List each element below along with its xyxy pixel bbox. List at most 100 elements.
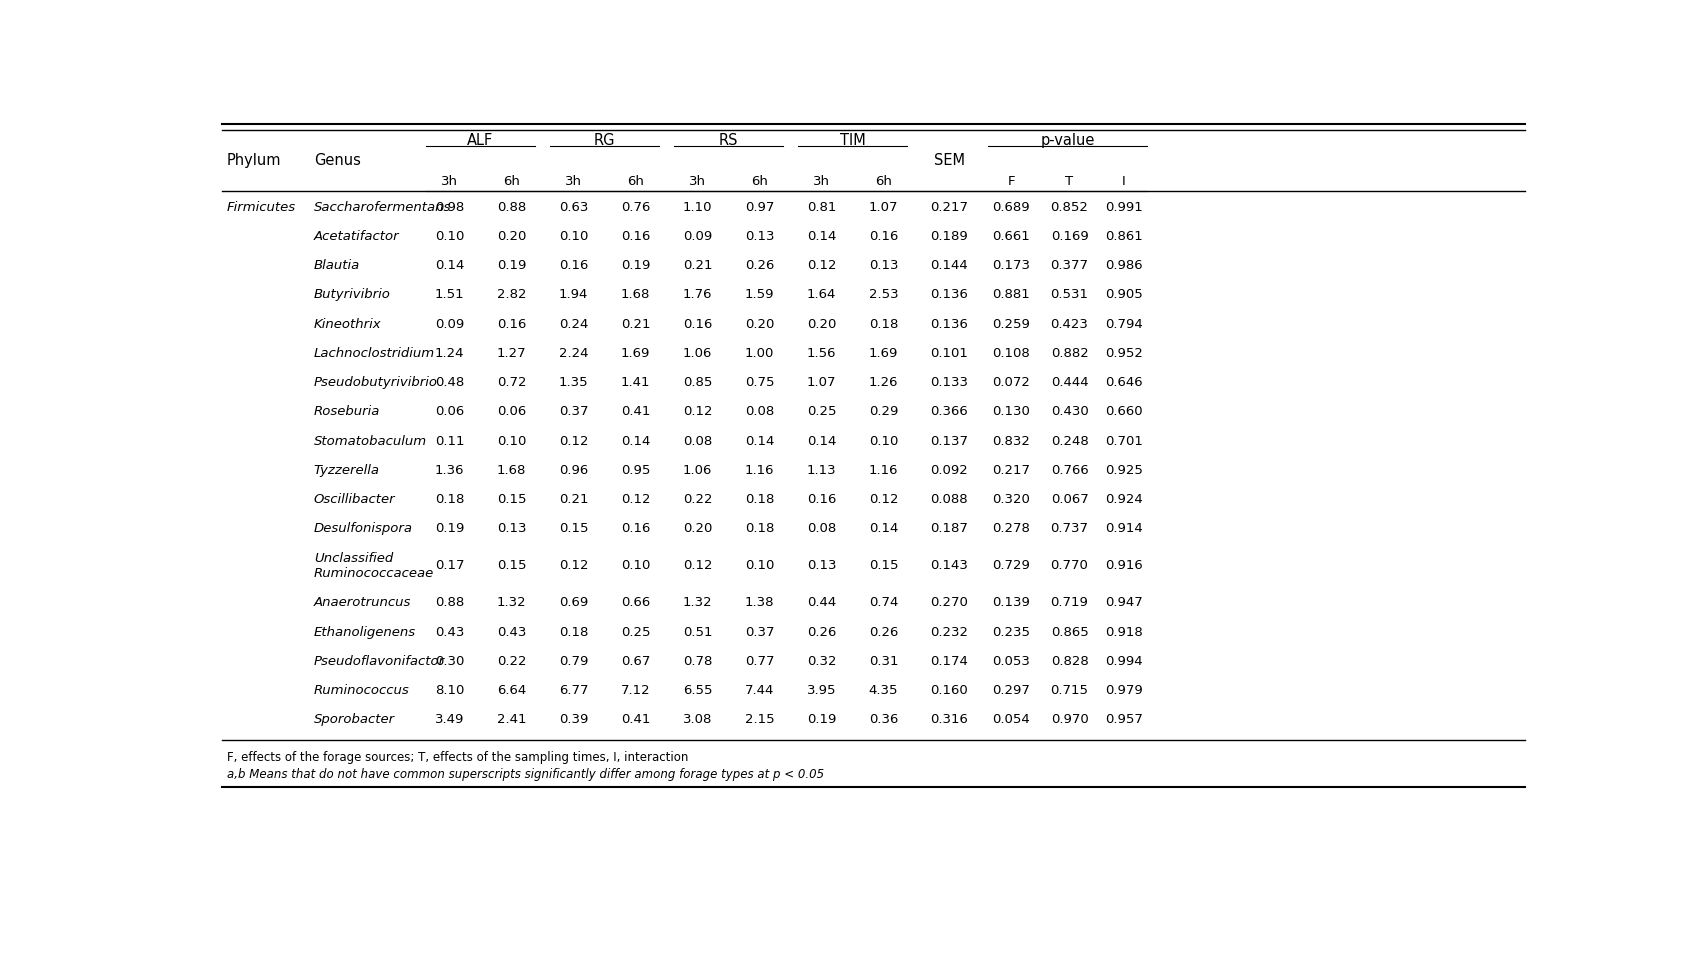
- Text: 0.88: 0.88: [435, 596, 464, 608]
- Text: 0.852: 0.852: [1050, 200, 1088, 213]
- Text: 0.092: 0.092: [931, 463, 968, 477]
- Text: Ethanoligenens: Ethanoligenens: [314, 625, 416, 638]
- Text: 0.96: 0.96: [559, 463, 588, 477]
- Text: RS: RS: [720, 133, 738, 147]
- Text: 0.81: 0.81: [806, 200, 835, 213]
- Text: 0.67: 0.67: [621, 654, 650, 667]
- Text: 0.13: 0.13: [496, 522, 527, 535]
- Text: 0.766: 0.766: [1050, 463, 1088, 477]
- Text: 0.10: 0.10: [559, 230, 588, 242]
- Text: 2.41: 2.41: [496, 713, 527, 726]
- Text: 1.41: 1.41: [621, 376, 650, 389]
- Text: 0.75: 0.75: [745, 376, 774, 389]
- Text: 3h: 3h: [813, 175, 830, 188]
- Text: 0.136: 0.136: [931, 317, 968, 331]
- Text: 0.957: 0.957: [1105, 713, 1142, 726]
- Text: 0.10: 0.10: [621, 558, 650, 572]
- Text: Butyrivibrio: Butyrivibrio: [314, 288, 390, 301]
- Text: 1.24: 1.24: [435, 347, 464, 359]
- Text: 1.06: 1.06: [682, 463, 713, 477]
- Text: 0.914: 0.914: [1105, 522, 1142, 535]
- Text: Oscillibacter: Oscillibacter: [314, 493, 396, 505]
- Text: 6h: 6h: [752, 175, 767, 188]
- Text: 1.13: 1.13: [806, 463, 837, 477]
- Text: Pseudobutyrivibrio: Pseudobutyrivibrio: [314, 376, 438, 389]
- Text: 0.133: 0.133: [931, 376, 968, 389]
- Text: 0.22: 0.22: [496, 654, 527, 667]
- Text: 0.136: 0.136: [931, 288, 968, 301]
- Text: 0.14: 0.14: [870, 522, 899, 535]
- Text: 1.10: 1.10: [682, 200, 713, 213]
- Text: Anaerotruncus: Anaerotruncus: [314, 596, 411, 608]
- Text: 0.916: 0.916: [1105, 558, 1142, 572]
- Text: a,b Means that do not have common superscripts significantly differ among forage: a,b Means that do not have common supers…: [227, 767, 824, 780]
- Text: 0.14: 0.14: [621, 434, 650, 447]
- Text: 0.19: 0.19: [435, 522, 464, 535]
- Text: 0.320: 0.320: [992, 493, 1030, 505]
- Text: 0.32: 0.32: [806, 654, 835, 667]
- Text: Roseburia: Roseburia: [314, 405, 380, 418]
- Text: 0.24: 0.24: [559, 317, 588, 331]
- Text: 0.187: 0.187: [931, 522, 968, 535]
- Text: 0.952: 0.952: [1105, 347, 1142, 359]
- Text: 1.68: 1.68: [621, 288, 650, 301]
- Text: 0.43: 0.43: [496, 625, 527, 638]
- Text: 0.423: 0.423: [1050, 317, 1088, 331]
- Text: 0.828: 0.828: [1050, 654, 1088, 667]
- Text: 0.16: 0.16: [870, 230, 899, 242]
- Text: 0.715: 0.715: [1050, 683, 1088, 697]
- Text: 1.36: 1.36: [435, 463, 464, 477]
- Text: 0.76: 0.76: [621, 200, 650, 213]
- Text: 0.13: 0.13: [806, 558, 835, 572]
- Text: Kineothrix: Kineothrix: [314, 317, 382, 331]
- Text: 0.994: 0.994: [1105, 654, 1142, 667]
- Text: 0.15: 0.15: [870, 558, 899, 572]
- Text: 1.76: 1.76: [682, 288, 713, 301]
- Text: 0.139: 0.139: [992, 596, 1030, 608]
- Text: 0.661: 0.661: [992, 230, 1030, 242]
- Text: Blautia: Blautia: [314, 259, 360, 272]
- Text: 0.173: 0.173: [992, 259, 1030, 272]
- Text: Saccharofermentans: Saccharofermentans: [314, 200, 452, 213]
- Text: 0.66: 0.66: [621, 596, 650, 608]
- Text: 0.144: 0.144: [931, 259, 968, 272]
- Text: 0.297: 0.297: [992, 683, 1030, 697]
- Text: 1.59: 1.59: [745, 288, 774, 301]
- Text: 0.31: 0.31: [870, 654, 899, 667]
- Text: F, effects of the forage sources; T, effects of the sampling times, I, interacti: F, effects of the forage sources; T, eff…: [227, 751, 689, 763]
- Text: Sporobacter: Sporobacter: [314, 713, 396, 726]
- Text: 3.08: 3.08: [682, 713, 713, 726]
- Text: 0.143: 0.143: [931, 558, 968, 572]
- Text: Unclassified: Unclassified: [314, 551, 394, 564]
- Text: 0.88: 0.88: [496, 200, 527, 213]
- Text: Ruminococcus: Ruminococcus: [314, 683, 409, 697]
- Text: 0.12: 0.12: [806, 259, 835, 272]
- Text: 0.12: 0.12: [559, 434, 588, 447]
- Text: 0.979: 0.979: [1105, 683, 1142, 697]
- Text: 0.18: 0.18: [745, 522, 774, 535]
- Text: 0.14: 0.14: [806, 434, 835, 447]
- Text: 0.531: 0.531: [1050, 288, 1088, 301]
- Text: 1.16: 1.16: [745, 463, 774, 477]
- Text: 0.26: 0.26: [806, 625, 835, 638]
- Text: 0.701: 0.701: [1105, 434, 1142, 447]
- Text: 1.51: 1.51: [435, 288, 464, 301]
- Text: 0.067: 0.067: [1050, 493, 1088, 505]
- Text: 0.108: 0.108: [992, 347, 1030, 359]
- Text: 0.137: 0.137: [931, 434, 968, 447]
- Text: 6h: 6h: [627, 175, 644, 188]
- Text: Acetatifactor: Acetatifactor: [314, 230, 399, 242]
- Text: 0.63: 0.63: [559, 200, 588, 213]
- Text: Genus: Genus: [314, 153, 361, 168]
- Text: I: I: [1122, 175, 1125, 188]
- Text: 0.18: 0.18: [559, 625, 588, 638]
- Text: 0.986: 0.986: [1105, 259, 1142, 272]
- Text: 0.26: 0.26: [870, 625, 899, 638]
- Text: 0.189: 0.189: [931, 230, 968, 242]
- Text: 0.97: 0.97: [745, 200, 774, 213]
- Text: 3h: 3h: [564, 175, 581, 188]
- Text: 0.16: 0.16: [621, 522, 650, 535]
- Text: 1.68: 1.68: [496, 463, 527, 477]
- Text: 1.38: 1.38: [745, 596, 774, 608]
- Text: 0.278: 0.278: [992, 522, 1030, 535]
